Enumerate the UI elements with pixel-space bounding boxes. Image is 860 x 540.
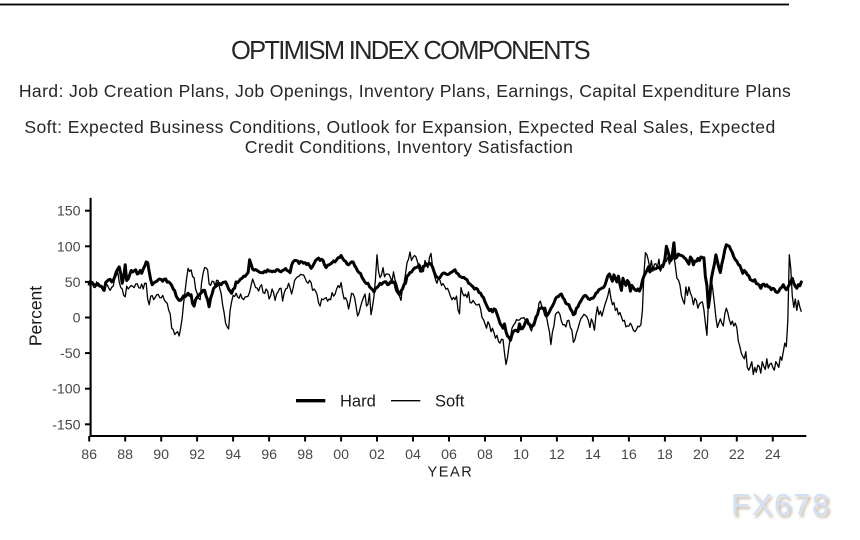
svg-text:90: 90 (153, 447, 169, 463)
svg-text:150: 150 (57, 204, 81, 220)
svg-text:0: 0 (73, 311, 81, 327)
svg-text:Soft: Soft (435, 393, 465, 411)
svg-text:20: 20 (693, 447, 709, 463)
svg-text:04: 04 (405, 447, 421, 463)
svg-text:14: 14 (585, 447, 601, 463)
svg-text:00: 00 (333, 447, 349, 463)
svg-text:94: 94 (225, 447, 241, 463)
svg-text:88: 88 (117, 447, 133, 463)
svg-text:96: 96 (261, 447, 277, 463)
svg-text:50: 50 (65, 275, 81, 291)
svg-text:Percent: Percent (26, 286, 46, 346)
svg-text:YEAR: YEAR (428, 465, 474, 481)
svg-text:-100: -100 (52, 382, 81, 398)
svg-text:-150: -150 (52, 417, 81, 433)
svg-text:12: 12 (549, 447, 565, 463)
svg-text:92: 92 (189, 447, 205, 463)
svg-text:10: 10 (513, 447, 529, 463)
svg-text:18: 18 (657, 447, 673, 463)
svg-text:22: 22 (729, 447, 745, 463)
svg-text:16: 16 (621, 447, 637, 463)
svg-text:-50: -50 (60, 346, 81, 362)
svg-text:86: 86 (81, 447, 97, 463)
svg-text:98: 98 (297, 447, 313, 463)
svg-text:FX678: FX678 (731, 487, 831, 522)
svg-text:06: 06 (441, 447, 457, 463)
svg-text:24: 24 (765, 447, 781, 463)
svg-text:Hard: Hard (340, 393, 376, 411)
svg-text:02: 02 (369, 447, 385, 463)
svg-text:100: 100 (57, 239, 81, 255)
svg-text:08: 08 (477, 447, 493, 463)
